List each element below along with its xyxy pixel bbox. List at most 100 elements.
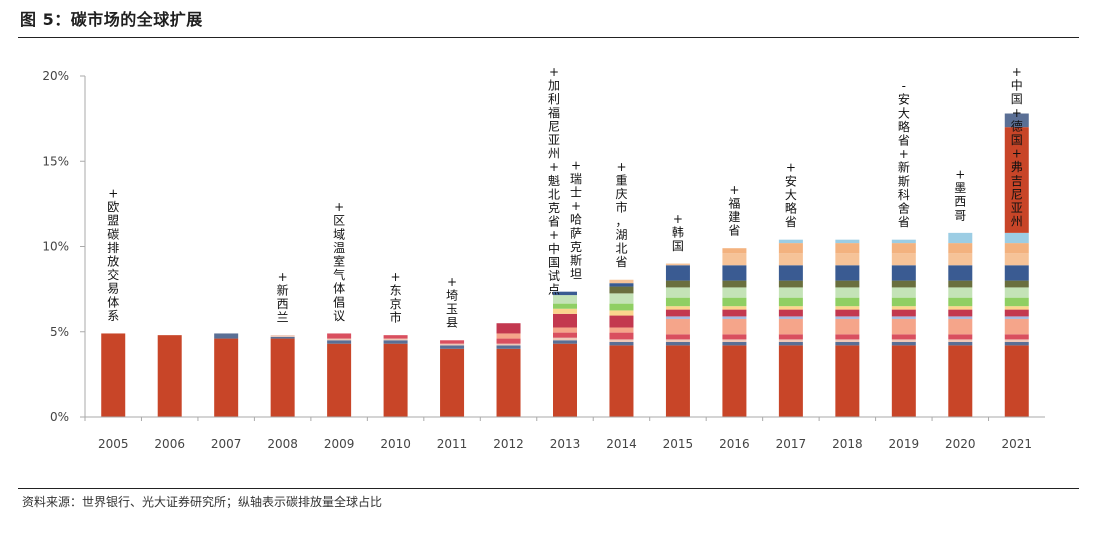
- bar-segment: [553, 295, 577, 304]
- bar-segment: [609, 315, 634, 328]
- bar-segment: [835, 341, 860, 346]
- annotation-label: -安大略省+新斯科舍省: [898, 79, 910, 229]
- bar-segment: [722, 339, 747, 342]
- bar-segment: [383, 335, 408, 339]
- bar-segment: [665, 318, 690, 335]
- bar-segment: [553, 343, 577, 417]
- x-tick-label: 2010: [380, 437, 411, 451]
- bar-segment: [948, 341, 973, 346]
- bar-segment: [553, 332, 577, 338]
- bar-segment: [948, 280, 973, 288]
- top-divider: [18, 37, 1079, 38]
- bar-segment: [665, 345, 690, 417]
- bar-segment: [722, 345, 747, 417]
- bar-segment: [778, 265, 803, 281]
- bar-segment: [665, 297, 690, 307]
- bar-segment: [835, 253, 860, 266]
- bar-segment: [327, 333, 352, 339]
- bar-segment: [891, 265, 916, 281]
- bar-segment: [948, 316, 973, 319]
- x-tick-label: 2018: [832, 437, 863, 451]
- bar-segment: [835, 306, 860, 310]
- x-tick-label: 2017: [776, 437, 807, 451]
- bar-segment: [609, 310, 634, 316]
- bar-segment: [891, 287, 916, 298]
- bar-segment: [383, 343, 408, 417]
- bar-segment: [778, 309, 803, 317]
- bar-segment: [778, 341, 803, 346]
- bar-segment: [270, 336, 295, 339]
- bar-segment: [948, 318, 973, 335]
- bar-segment: [891, 341, 916, 346]
- bar-segment: [553, 313, 577, 328]
- x-tick-label: 2021: [1001, 437, 1032, 451]
- bar-segment: [440, 340, 465, 344]
- bar-segment: [553, 303, 577, 309]
- bar-segment: [948, 345, 973, 417]
- x-tick-label: 2019: [889, 437, 920, 451]
- x-tick-label: 2020: [945, 437, 976, 451]
- bar-segment: [665, 265, 690, 281]
- bar-segment: [1004, 297, 1029, 307]
- bar-segment: [214, 338, 239, 417]
- bar-segment: [665, 334, 690, 340]
- bar-segment: [948, 334, 973, 340]
- bar-segment: [665, 316, 690, 319]
- bar-segment: [948, 287, 973, 298]
- bar-segment: [1004, 243, 1029, 254]
- bar-segment: [835, 297, 860, 307]
- bar-segment: [609, 293, 634, 304]
- bar-segment: [835, 316, 860, 319]
- bar-segment: [1004, 341, 1029, 346]
- bar-segment: [778, 318, 803, 335]
- x-tick-label: 2005: [98, 437, 129, 451]
- bar-segment: [722, 287, 747, 298]
- bar-segment: [496, 338, 521, 344]
- bar-segment: [609, 303, 634, 311]
- bar-plot: [101, 113, 1029, 417]
- bar-segment: [722, 265, 747, 281]
- bar-segment: [665, 287, 690, 298]
- x-tick-label: 2014: [606, 437, 637, 451]
- annotation-label: +重庆市，湖北省: [615, 160, 627, 269]
- y-tick-label: 20%: [42, 69, 69, 83]
- bar-segment: [1004, 287, 1029, 298]
- bar-segment: [609, 283, 634, 287]
- bar-segment: [665, 341, 690, 346]
- annotation-label: +加利福尼亚州+魁北克省+中国试点: [548, 65, 560, 297]
- bar-segment: [1004, 334, 1029, 340]
- bar-segment: [1004, 265, 1029, 281]
- annotations: +欧盟碳排放交易体系 +新西兰 +区域温室气体倡议 +东京市 +埼玉县 +加利福尼亚州+魁…: [107, 65, 1023, 330]
- annotation-label: +欧盟碳排放交易体系: [107, 186, 119, 322]
- annotation-label: +墨西哥: [954, 167, 966, 222]
- bar-segment: [383, 340, 408, 344]
- bar-segment: [553, 327, 577, 333]
- bar-segment: [722, 306, 747, 310]
- bar-segment: [1004, 253, 1029, 266]
- bar-segment: [835, 339, 860, 342]
- bar-segment: [891, 345, 916, 417]
- x-tick-label: 2009: [324, 437, 355, 451]
- bar-segment: [609, 341, 634, 346]
- stacked-bar-chart: 0% 5% 10% 15% 20% +欧盟碳排放交易体系 +新西兰 +区域温室气体倡议 +东京…: [42, 65, 1045, 451]
- bar-segment: [1004, 318, 1029, 335]
- bar-segment: [835, 265, 860, 281]
- bar-segment: [496, 348, 521, 417]
- bar-segment: [327, 343, 352, 417]
- bar-segment: [1004, 232, 1029, 244]
- bar-segment: [778, 316, 803, 319]
- bar-segment: [891, 339, 916, 342]
- bar-segment: [722, 318, 747, 335]
- bar-segment: [835, 280, 860, 288]
- annotation-label: +安大略省: [785, 161, 797, 229]
- source-note: 资料来源：世界银行、光大证券研究所；纵轴表示碳排放量全球占比: [22, 495, 383, 509]
- bar-segment: [665, 339, 690, 342]
- bar-segment: [1004, 309, 1029, 317]
- bar-segment: [553, 291, 577, 296]
- y-axis: 0% 5% 10% 15% 20%: [42, 69, 86, 424]
- annotation-label: +瑞士+哈萨克斯坦: [570, 158, 582, 281]
- bar-segment: [948, 297, 973, 307]
- bar-segment: [214, 333, 239, 339]
- bar-segment: [1004, 339, 1029, 342]
- bar-segment: [327, 340, 352, 344]
